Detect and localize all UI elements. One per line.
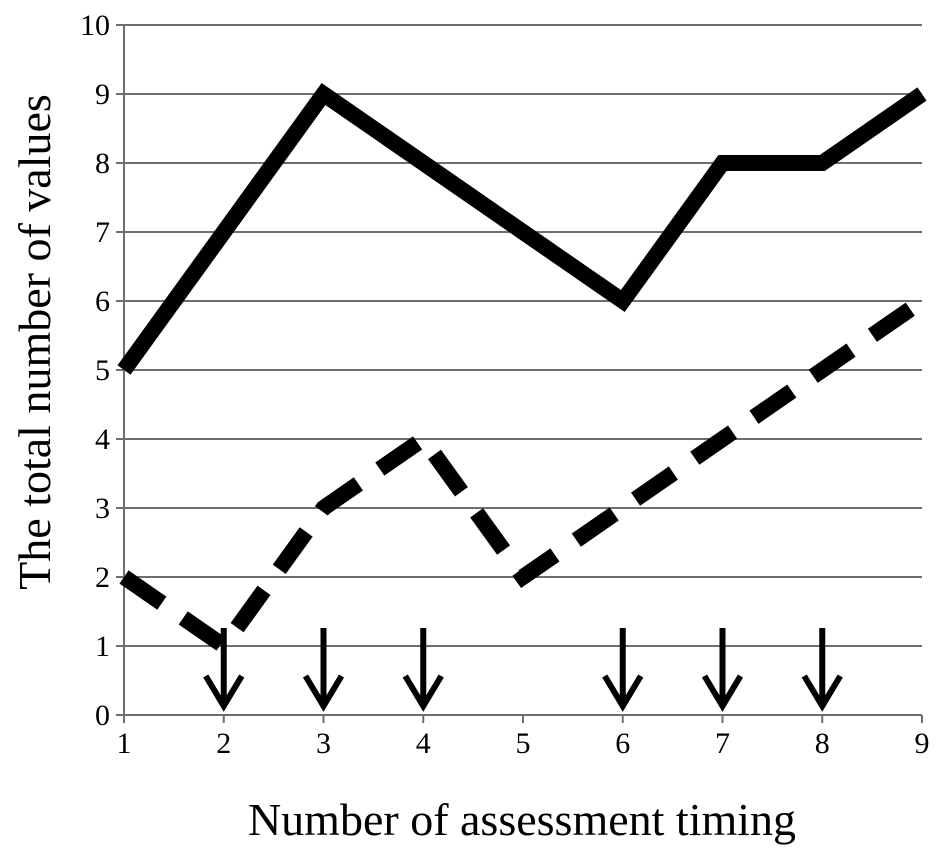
arrow-head	[203, 674, 245, 712]
x-tick-label-2: 2	[216, 727, 231, 760]
arrow-head	[701, 674, 744, 712]
x-tick-label-9: 9	[915, 727, 930, 760]
x-tick-label-1: 1	[117, 727, 132, 760]
data-series	[117, 82, 927, 658]
y-tick-label-0: 0	[95, 699, 110, 732]
down-arrow-icon	[801, 628, 843, 712]
series-line-solid	[117, 82, 927, 375]
arrow-annotations	[203, 628, 843, 712]
y-tick-label-5: 5	[95, 354, 110, 387]
arrow-head	[602, 674, 644, 712]
y-tick-label-4: 4	[95, 423, 110, 456]
y-axis-title: The total number of values	[9, 94, 60, 590]
y-tick-label-1: 1	[95, 630, 110, 663]
x-tick-label-6: 6	[615, 727, 630, 760]
x-tick-label-8: 8	[815, 727, 830, 760]
down-arrow-icon	[203, 628, 245, 712]
x-tick-labels: 1 2 3 4 5 6 7 8 9	[117, 727, 930, 760]
down-arrow-icon	[602, 628, 644, 712]
y-tick-label-8: 8	[95, 147, 110, 180]
arrow-head	[302, 674, 345, 712]
down-arrow-icon	[701, 628, 744, 712]
y-tick-label-10: 10	[80, 9, 110, 42]
series-line-dashed	[119, 294, 927, 658]
x-tick-label-5: 5	[516, 727, 531, 760]
x-tick-label-7: 7	[715, 727, 730, 760]
down-arrow-icon	[302, 628, 345, 712]
y-tick-label-2: 2	[95, 561, 110, 594]
y-tick-label-3: 3	[95, 492, 110, 525]
x-tick-label-4: 4	[416, 727, 431, 760]
x-tick-label-3: 3	[316, 727, 331, 760]
x-axis-title: Number of assessment timing	[248, 794, 796, 845]
arrow-head	[801, 674, 843, 712]
y-tick-label-6: 6	[95, 285, 110, 318]
y-tick-label-9: 9	[95, 78, 110, 111]
y-tick-label-7: 7	[95, 216, 110, 249]
down-arrow-icon	[402, 628, 444, 712]
y-tick-labels: 0 1 2 3 4 5 6 7 8 9 10	[80, 9, 110, 732]
arrow-head	[402, 674, 444, 712]
grid-lines	[124, 24, 922, 647]
